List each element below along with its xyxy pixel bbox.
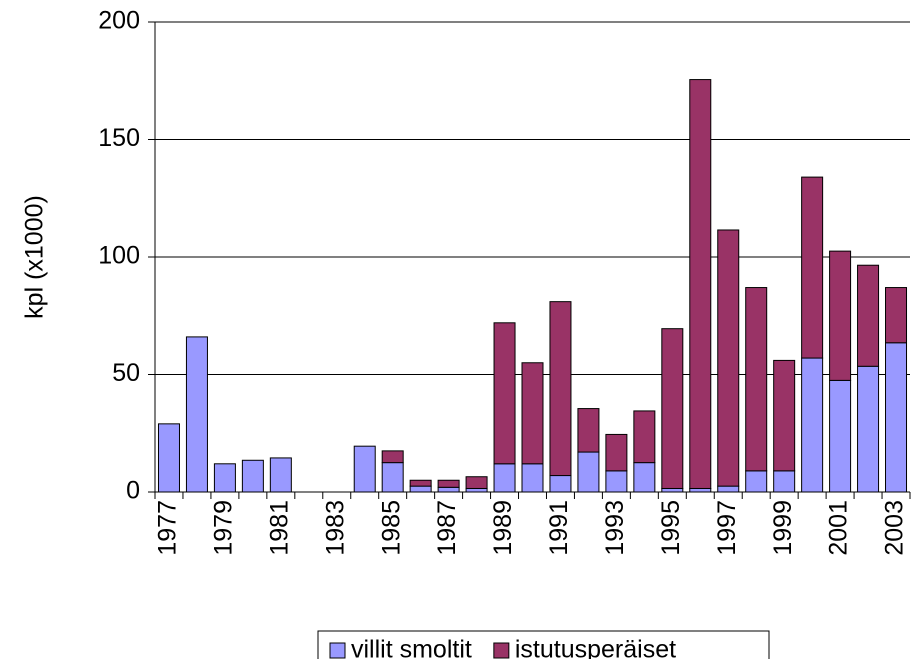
x-tick-label: 1983	[321, 500, 349, 556]
x-tick-label: 1987	[433, 500, 461, 556]
y-tick-label: 100	[98, 242, 140, 270]
bar-segment	[717, 485, 740, 493]
bar-segment	[353, 445, 376, 493]
bar-segment	[521, 463, 544, 493]
x-tick-label: 1981	[265, 500, 293, 556]
bar-segment	[717, 229, 740, 487]
bar-segment	[185, 336, 208, 493]
bar-segment	[773, 470, 796, 493]
x-tick-label: 1985	[377, 500, 405, 556]
legend-box	[317, 630, 770, 659]
legend-label: villit smoltit	[351, 636, 472, 659]
bar-segment	[689, 79, 712, 489]
bar-segment	[549, 475, 572, 493]
bar-segment	[465, 487, 488, 493]
x-tick-label: 1979	[210, 500, 238, 556]
bar-segment	[381, 462, 404, 493]
bar-segment	[213, 463, 236, 493]
y-tick-label: 50	[112, 359, 140, 387]
legend-swatch	[329, 642, 346, 659]
bar-segment	[521, 362, 544, 465]
bar-segment	[437, 479, 460, 488]
bar-segment	[745, 287, 768, 472]
bar-segment	[829, 379, 852, 493]
x-tick-label: 2001	[825, 500, 853, 556]
bar-segment	[493, 322, 516, 465]
x-tick-label: 1995	[657, 500, 685, 556]
x-tick-label: 1993	[601, 500, 629, 556]
bar-segment	[605, 470, 628, 493]
bar-segment	[661, 487, 684, 493]
bar-segment	[745, 470, 768, 493]
bar-segment	[409, 479, 432, 487]
y-axis-title: kpl (x1000)	[21, 195, 49, 319]
bar-segment	[773, 359, 796, 472]
bar-segment	[549, 301, 572, 477]
bar-segment	[633, 410, 656, 464]
bar-segment	[633, 462, 656, 493]
bar-segment	[465, 476, 488, 489]
bar-segment	[661, 328, 684, 489]
x-tick-label: 1997	[713, 500, 741, 556]
bar-segment	[577, 408, 600, 453]
x-tick-label: 1989	[489, 500, 517, 556]
legend-label: istutusperäiset	[515, 636, 676, 659]
y-tick-label: 200	[98, 7, 140, 35]
bar-segment	[381, 450, 404, 464]
bar-segment	[885, 287, 908, 344]
x-tick-label: 1977	[154, 500, 182, 556]
bar-segment	[241, 459, 264, 493]
bar-segment	[157, 423, 180, 493]
x-tick-label: 1991	[545, 500, 573, 556]
bar-segment	[437, 486, 460, 493]
bar-segment	[857, 264, 880, 367]
bar-segment	[829, 250, 852, 381]
bar-segment	[409, 485, 432, 493]
x-tick-label: 2003	[881, 500, 909, 556]
bar-segment	[801, 176, 824, 359]
bar-segment	[493, 463, 516, 493]
bar-segment	[857, 365, 880, 493]
y-tick-label: 150	[98, 124, 140, 152]
bar-segment	[689, 487, 712, 493]
bar-segment	[885, 342, 908, 493]
bar-segment	[605, 433, 628, 472]
y-tick-label: 0	[126, 477, 140, 505]
bar-segment	[577, 451, 600, 493]
legend: villit smoltit istutusperäiset	[317, 630, 770, 659]
bar-segment	[801, 357, 824, 493]
bar-segment	[269, 457, 292, 493]
legend-swatch	[493, 642, 510, 659]
x-tick-label: 1999	[769, 500, 797, 556]
